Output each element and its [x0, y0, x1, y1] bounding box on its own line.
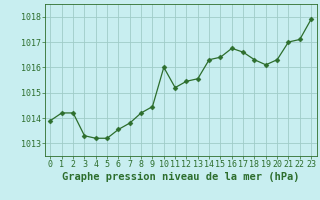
- X-axis label: Graphe pression niveau de la mer (hPa): Graphe pression niveau de la mer (hPa): [62, 172, 300, 182]
